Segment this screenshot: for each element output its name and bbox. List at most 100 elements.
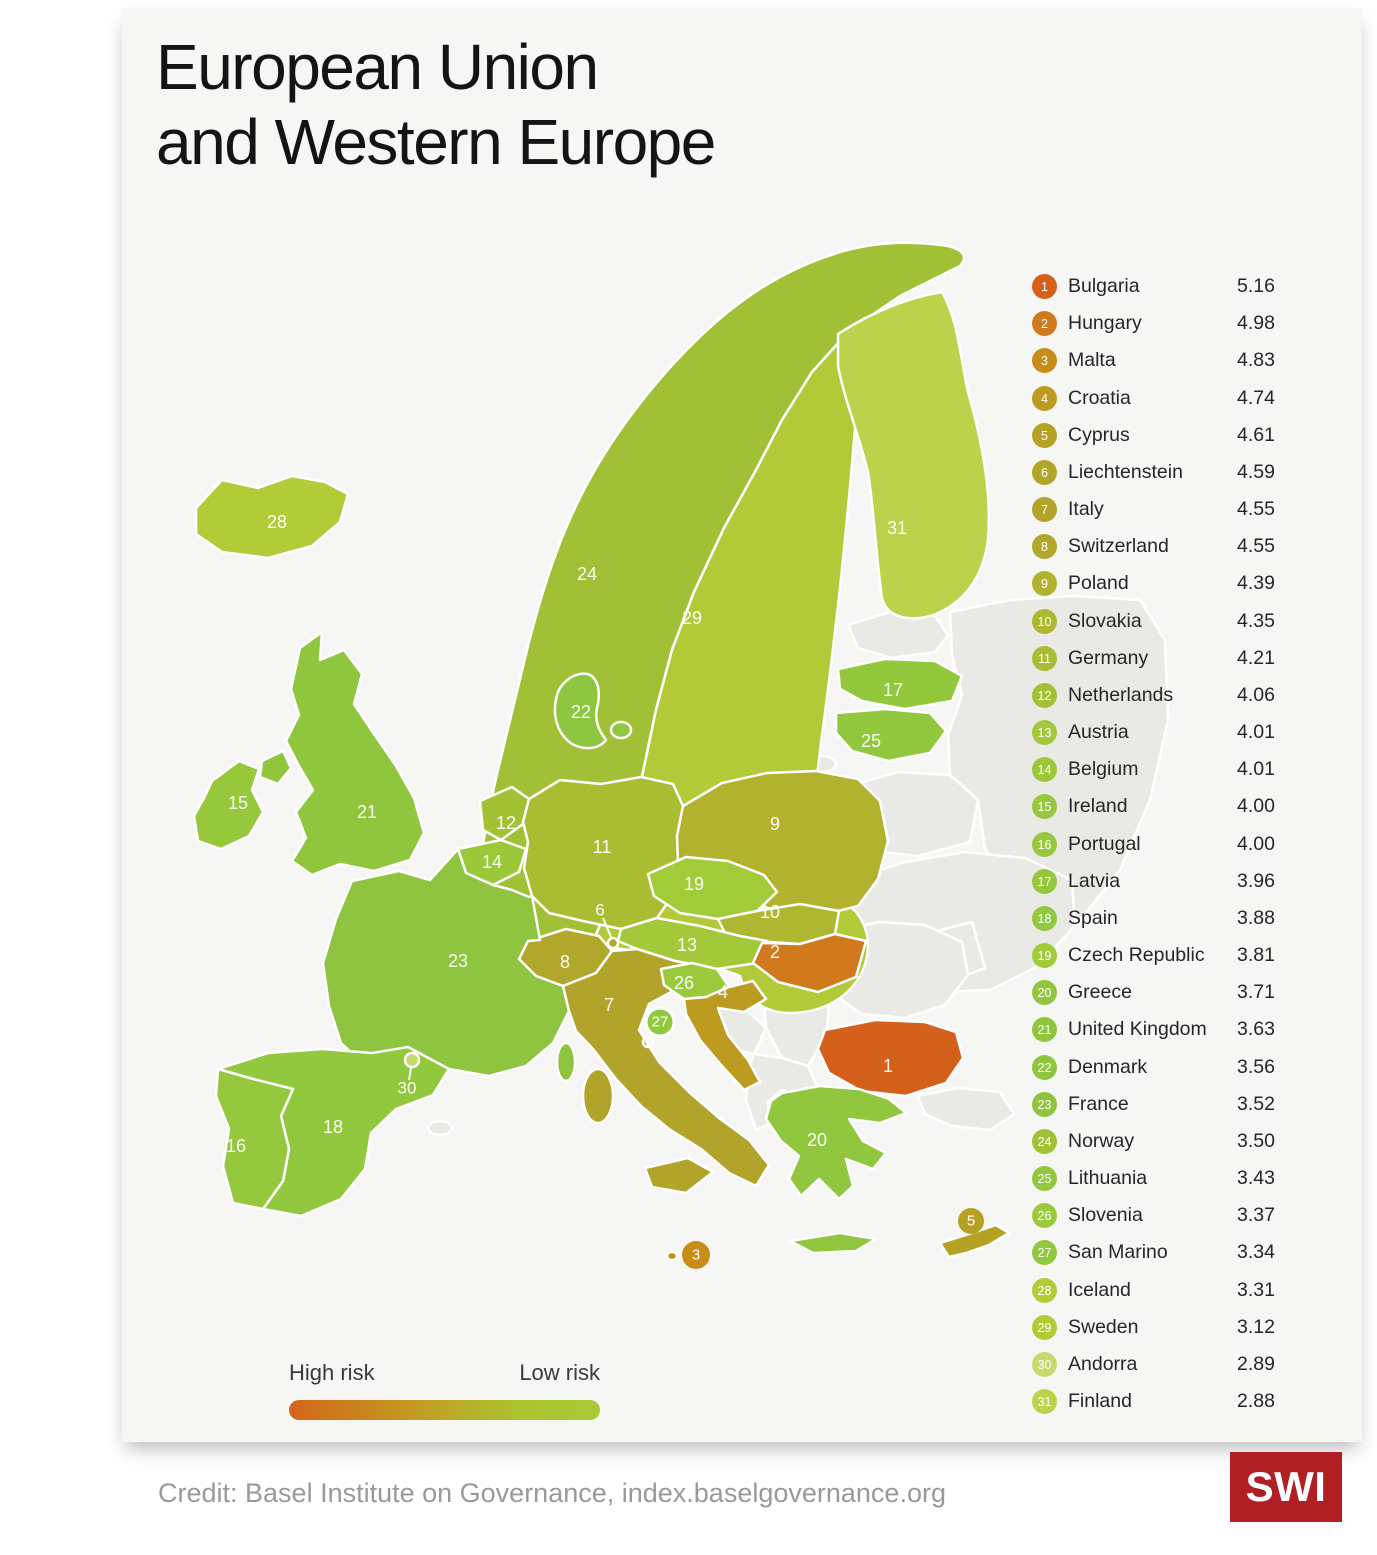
country-name: Germany [1068, 647, 1149, 669]
ranking-row: 18 Spain 3.88 [1032, 906, 1362, 932]
country-name: Croatia [1068, 387, 1131, 409]
country-name: Spain [1068, 907, 1118, 929]
ranking-row: 14 Belgium 4.01 [1032, 757, 1362, 783]
svg-text:22: 22 [571, 702, 591, 722]
country-name: Liechtenstein [1068, 461, 1183, 483]
rank-badge: 9 [1032, 571, 1057, 596]
country-name: Czech Republic [1068, 944, 1205, 966]
svg-text:27: 27 [652, 1014, 669, 1031]
low-risk-label: Low risk [519, 1360, 600, 1385]
ranking-row: 28 Iceland 3.31 [1032, 1278, 1362, 1304]
country-name: Finland [1068, 1390, 1132, 1412]
rank-badge: 3 [1032, 348, 1057, 373]
country-name: Iceland [1068, 1279, 1131, 1301]
country-score: 4.74 [1237, 387, 1275, 409]
svg-text:21: 21 [357, 802, 377, 822]
svg-text:12: 12 [496, 813, 516, 833]
rank-badge: 7 [1032, 497, 1057, 522]
rank-badge: 6 [1032, 460, 1057, 485]
svg-text:10: 10 [760, 902, 780, 922]
country-name: Slovenia [1068, 1204, 1143, 1226]
rank-badge: 13 [1032, 720, 1057, 745]
rank-badge: 17 [1032, 869, 1057, 894]
svg-text:13: 13 [677, 935, 697, 955]
map-badge-san-marino [644, 1006, 676, 1038]
rank-badge: 31 [1032, 1389, 1057, 1414]
svg-text:3: 3 [692, 1247, 700, 1264]
rank-badge: 18 [1032, 906, 1057, 931]
rank-badge: 30 [1032, 1352, 1057, 1377]
country-score: 4.55 [1237, 498, 1275, 520]
country-score: 5.16 [1237, 275, 1275, 297]
map-country-denmark [553, 672, 608, 750]
ranking-row: 17 Latvia 3.96 [1032, 869, 1362, 895]
risk-legend: High risk Low risk [289, 1360, 600, 1420]
rank-badge: 1 [1032, 274, 1057, 299]
ranking-row: 22 Denmark 3.56 [1032, 1055, 1362, 1081]
country-score: 4.39 [1237, 572, 1275, 594]
country-score: 3.52 [1237, 1093, 1275, 1115]
page-title: European Union and Western Europe [156, 30, 716, 180]
risk-legend-labels: High risk Low risk [289, 1360, 600, 1386]
rank-badge: 28 [1032, 1278, 1057, 1303]
map-number-labels: 28 24 29 31 17 25 22 15 21 12 14 11 9 19… [226, 512, 975, 1264]
map-island-corsica [555, 1041, 577, 1083]
rank-badge: 25 [1032, 1166, 1057, 1191]
svg-text:19: 19 [684, 874, 704, 894]
country-name: Latvia [1068, 870, 1121, 892]
country-score: 4.35 [1237, 610, 1275, 632]
rank-badge: 29 [1032, 1315, 1057, 1340]
rank-badge: 19 [1032, 943, 1057, 968]
ranking-row: 8 Switzerland 4.55 [1032, 534, 1362, 560]
ranking-list: 1 Bulgaria 5.16 2 Hungary 4.98 3 Malta 4.83 4 Croa… [1032, 274, 1362, 1424]
country-score: 4.55 [1237, 535, 1275, 557]
map-country-italy [561, 947, 771, 1188]
svg-text:7: 7 [604, 995, 614, 1015]
country-score: 3.50 [1237, 1130, 1275, 1152]
svg-text:25: 25 [861, 731, 881, 751]
svg-text:9: 9 [770, 814, 780, 834]
country-name: Bulgaria [1068, 275, 1140, 297]
map-country-portugal [214, 1067, 295, 1211]
svg-text:31: 31 [887, 518, 907, 538]
rank-badge: 4 [1032, 386, 1057, 411]
ranked-countries [192, 241, 1011, 1262]
map-country-liechtenstein [606, 936, 620, 950]
high-risk-label: High risk [289, 1360, 375, 1385]
map-badge-malta [682, 1241, 710, 1269]
svg-text:11: 11 [593, 837, 612, 857]
map-country-united-kingdom [284, 630, 426, 877]
ranking-row: 19 Czech Republic 3.81 [1032, 943, 1362, 969]
map-island-sicily [643, 1156, 715, 1195]
map-country-czech-republic [646, 855, 779, 921]
map-country-ireland [192, 759, 265, 851]
ranking-row: 1 Bulgaria 5.16 [1032, 274, 1362, 300]
country-score: 4.01 [1237, 721, 1275, 743]
map-island-crete [788, 1231, 878, 1255]
ranking-row: 16 Portugal 4.00 [1032, 832, 1362, 858]
ranking-row: 10 Slovakia 4.35 [1032, 609, 1362, 635]
ranking-row: 27 San Marino 3.34 [1032, 1240, 1362, 1266]
country-name: Cyprus [1068, 424, 1130, 446]
ranking-row: 29 Sweden 3.12 [1032, 1315, 1362, 1341]
ranking-row: 13 Austria 4.01 [1032, 720, 1362, 746]
ranking-row: 7 Italy 4.55 [1032, 497, 1362, 523]
country-name: Italy [1068, 498, 1104, 520]
country-score: 4.06 [1237, 684, 1275, 706]
svg-text:5: 5 [967, 1213, 975, 1230]
map-badges [408, 917, 984, 1269]
country-name: United Kingdom [1068, 1018, 1207, 1040]
ranking-row: 9 Poland 4.39 [1032, 571, 1362, 597]
ranking-row: 11 Germany 4.21 [1032, 646, 1362, 672]
rank-badge: 20 [1032, 980, 1057, 1005]
country-score: 4.59 [1237, 461, 1275, 483]
map-badge-cyprus [958, 1208, 984, 1234]
swi-logo: SWI [1230, 1452, 1342, 1522]
country-score: 3.43 [1237, 1167, 1275, 1189]
andorra-leader-line [408, 1067, 412, 1081]
swi-logo-text: SWI [1245, 1463, 1327, 1510]
rank-badge: 8 [1032, 534, 1057, 559]
country-name: Hungary [1068, 312, 1142, 334]
svg-text:20: 20 [807, 1130, 827, 1150]
country-name: Greece [1068, 981, 1132, 1003]
